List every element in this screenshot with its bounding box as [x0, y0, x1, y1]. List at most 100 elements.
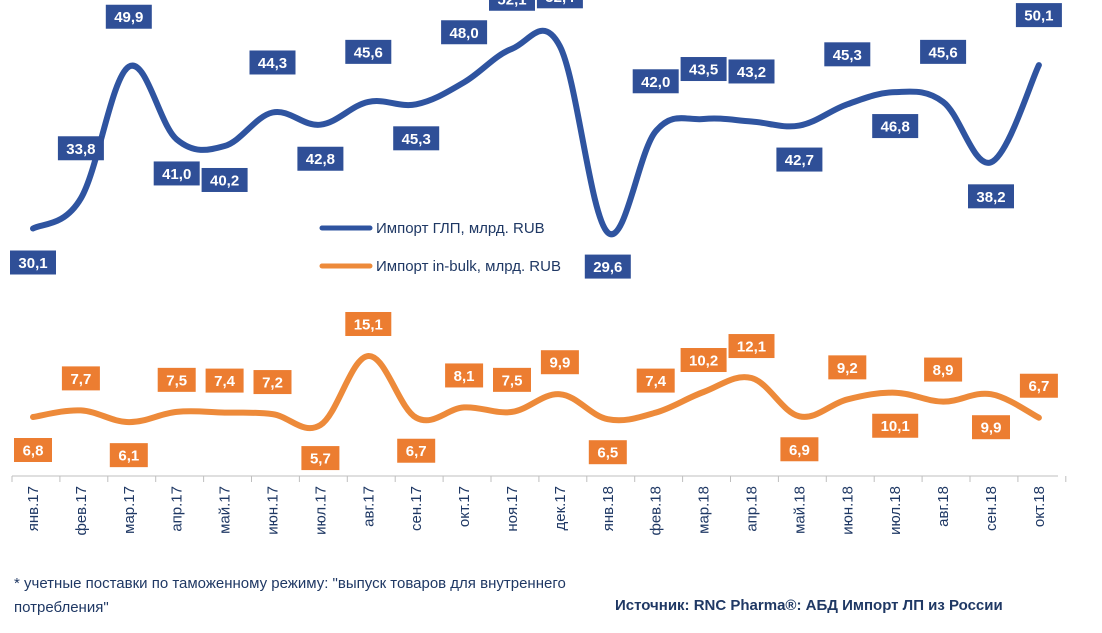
data-label-text: 38,2	[976, 189, 1005, 206]
x-tick-label: июн.17	[265, 486, 282, 535]
data-label-box	[680, 57, 727, 82]
data-label: 29,6	[584, 254, 631, 279]
data-label: 6,7	[1019, 373, 1058, 398]
data-label-text: 40,2	[210, 172, 239, 189]
data-label-text: 5,7	[310, 451, 331, 468]
data-label-text: 41,0	[162, 166, 191, 183]
data-label-box	[872, 114, 919, 139]
data-label-box	[14, 438, 52, 462]
legend-entry-1: Импорт ГЛП, млрд. RUB	[319, 220, 545, 237]
data-labels: 30,1 33,8 49,9 41,0 40,2 44,3 42,8 45,6 45,3 48,0…	[10, 0, 1062, 471]
x-tick-label: май.17	[217, 486, 234, 534]
data-label-text: 30,1	[18, 255, 47, 272]
x-tick-label: фев.18	[648, 486, 665, 536]
data-label: 48,0	[441, 20, 488, 45]
data-label: 6,7	[397, 438, 436, 463]
data-label-box	[1019, 373, 1058, 398]
x-tick-label: июн.18	[839, 486, 856, 535]
x-tick-label: июл.17	[312, 486, 329, 535]
x-tick-label: май.18	[791, 486, 808, 534]
data-label-box	[728, 334, 775, 359]
data-label-text: 42,8	[306, 151, 335, 168]
data-label: 42,0	[632, 69, 679, 94]
data-label-box	[297, 146, 344, 171]
data-label-text: 6,1	[118, 448, 139, 465]
x-tick-label: сен.17	[408, 486, 425, 531]
data-label-text: 50,1	[1024, 8, 1053, 25]
data-label: 44,3	[249, 50, 296, 75]
data-label-text: 6,7	[406, 443, 427, 460]
data-label-box	[345, 311, 392, 336]
data-label-text: 8,1	[454, 368, 475, 385]
data-label-box	[632, 69, 679, 94]
legend-label: Импорт in-bulk, млрд. RUB	[376, 258, 561, 275]
data-label-text: 45,6	[354, 44, 383, 61]
data-label-box	[728, 59, 775, 84]
data-label: 33,8	[57, 136, 104, 161]
x-tick-label: ноя.17	[504, 486, 521, 532]
data-label: 10,2	[680, 348, 727, 373]
data-label-text: 9,9	[981, 420, 1002, 437]
data-label: 6,1	[109, 443, 148, 468]
data-label-box	[493, 367, 531, 392]
series-line-1	[30, 28, 1042, 238]
x-tick-label: янв.18	[600, 486, 617, 531]
data-label: 46,8	[872, 114, 919, 139]
data-label-text: 43,2	[737, 64, 766, 81]
data-label-box	[489, 0, 535, 11]
legend-entry-2: Импорт in-bulk, млрд. RUB	[319, 258, 561, 275]
data-label: 6,9	[780, 437, 819, 462]
data-label: 42,8	[297, 146, 344, 171]
x-axis: янв.17 фев.17 мар.17 апр.17 май.17 июн.17 июл.…	[11, 475, 1067, 536]
data-label-box	[588, 440, 627, 465]
data-label-box	[249, 50, 296, 75]
data-label: 9,9	[540, 350, 579, 375]
data-label-box	[57, 136, 104, 161]
series-line-2	[30, 353, 1042, 432]
data-label-text: 10,2	[689, 353, 718, 370]
data-label-box	[972, 415, 1010, 440]
data-label: 12,1	[728, 334, 775, 359]
data-label: 52,4	[536, 0, 583, 9]
data-label-text: 9,9	[549, 355, 570, 372]
data-label-box	[445, 363, 484, 388]
data-label-text: 8,9	[933, 362, 954, 379]
data-label-box	[924, 357, 963, 382]
data-label-text: 7,7	[70, 371, 91, 388]
data-label-text: 44,3	[258, 55, 287, 72]
data-label-box	[584, 254, 631, 279]
x-tick-label: авг.17	[360, 486, 377, 527]
data-label-text: 7,4	[214, 373, 236, 390]
data-label: 6,5	[588, 440, 627, 465]
data-label: 8,9	[924, 357, 963, 382]
x-tick-label: апр.17	[169, 486, 186, 532]
data-label-text: 52,4	[545, 0, 575, 6]
data-label-text: 45,3	[402, 131, 431, 148]
data-label: 7,5	[157, 367, 196, 392]
data-label-text: 15,1	[354, 316, 383, 333]
data-label-text: 45,6	[928, 44, 957, 61]
data-label: 42,7	[776, 147, 823, 172]
legend-label: Импорт ГЛП, млрд. RUB	[376, 220, 545, 237]
data-label-box	[301, 446, 340, 471]
data-label: 45,6	[345, 39, 392, 64]
x-tick-label: сен.18	[983, 486, 1000, 531]
data-label-text: 7,5	[166, 372, 187, 389]
data-label-box	[393, 126, 440, 151]
data-label: 15,1	[345, 311, 392, 336]
data-label: 7,4	[205, 368, 244, 393]
data-label: 45,3	[824, 42, 871, 67]
data-label-box	[920, 39, 967, 64]
data-label-box	[153, 161, 200, 186]
data-label-text: 52,1	[497, 0, 526, 8]
data-label: 43,2	[728, 59, 775, 84]
data-label: 7,4	[636, 368, 675, 393]
data-label-box	[105, 4, 152, 29]
data-label-box	[680, 348, 727, 373]
data-label-text: 42,0	[641, 74, 670, 91]
data-label-box	[201, 167, 248, 192]
data-label-text: 7,4	[645, 373, 667, 390]
data-label-box	[776, 147, 823, 172]
x-tick-label: окт.18	[1031, 486, 1048, 527]
data-label: 10,1	[872, 413, 919, 438]
